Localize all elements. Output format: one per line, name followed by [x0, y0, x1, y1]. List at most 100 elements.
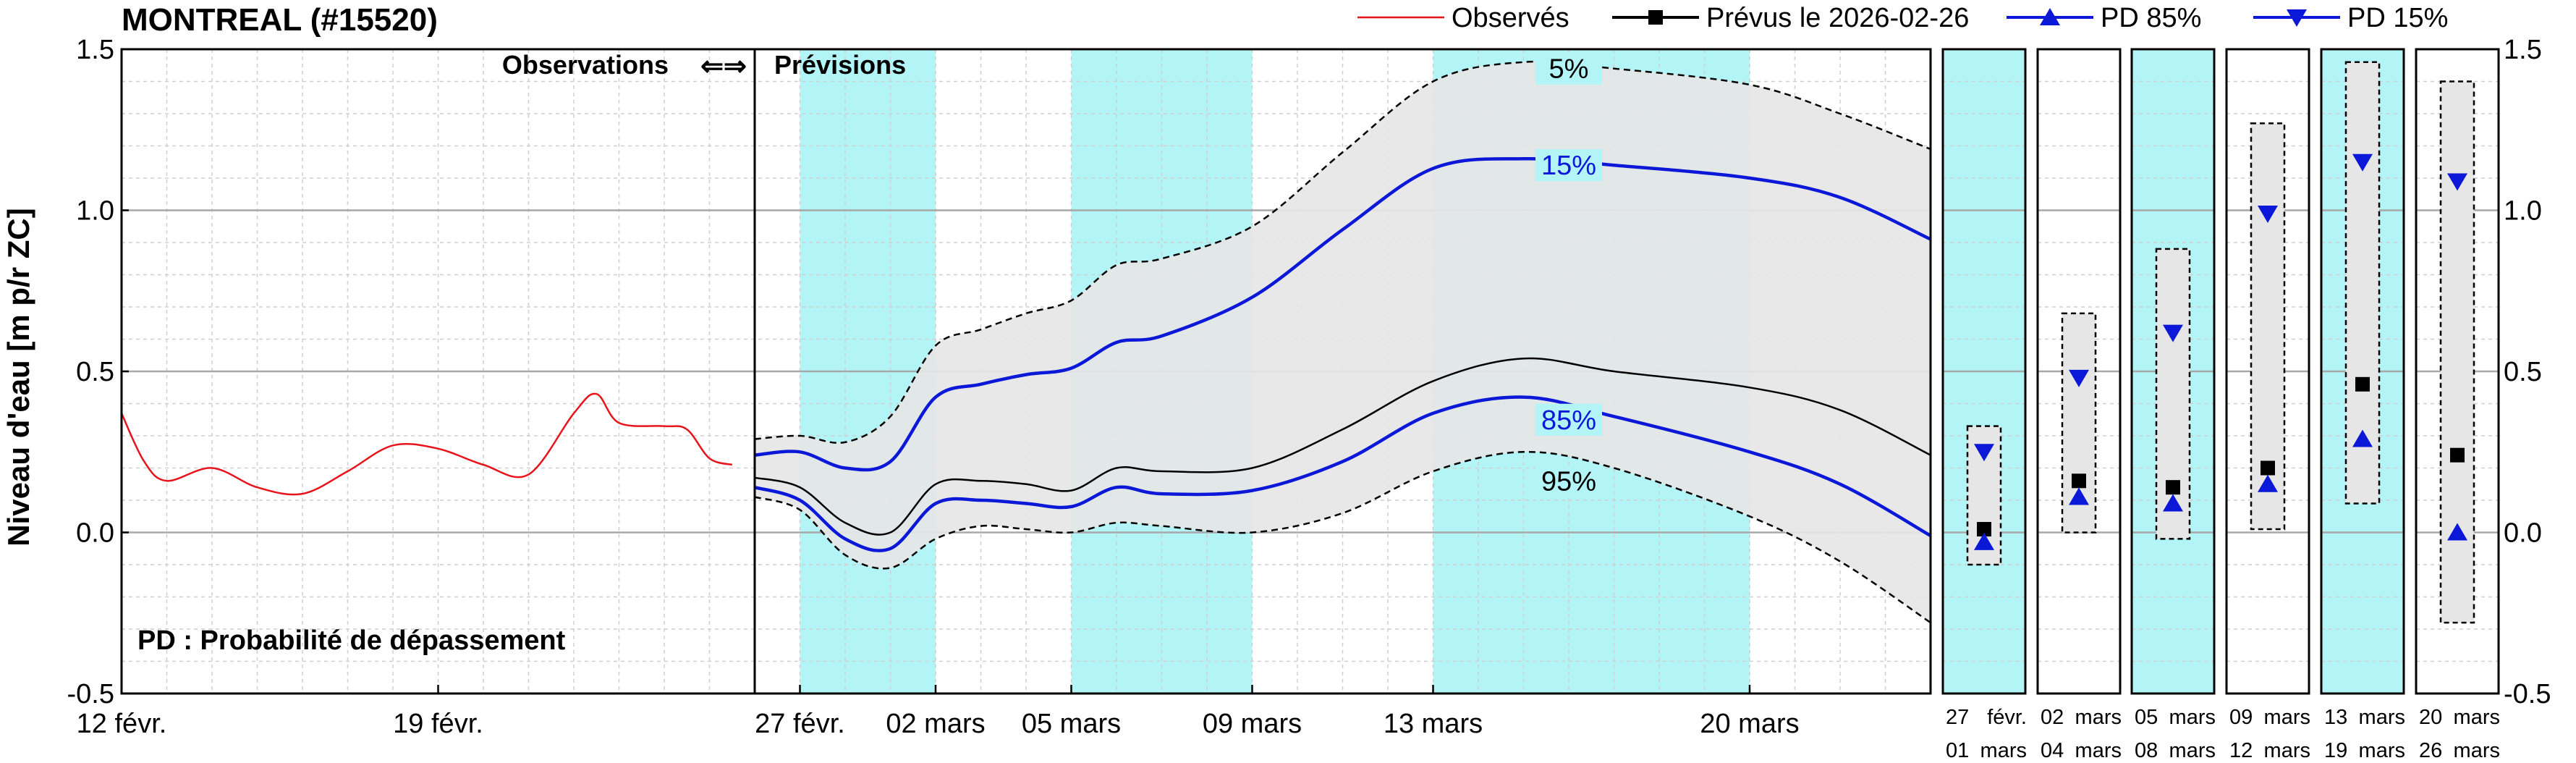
- curve-label: 15%: [1541, 151, 1596, 181]
- panel-pd15-marker: [2163, 324, 2183, 342]
- panel-forecast-marker: [2072, 473, 2086, 489]
- x-tick-label: 13 mars: [1384, 709, 1483, 739]
- curve-label: 95%: [1541, 466, 1596, 497]
- panel-start-day: 09: [2229, 706, 2253, 729]
- axes: 1.51.00.50.0-0.512 févr. 19 févr. 27 févr.…: [67, 35, 2551, 739]
- panel-forecast-marker: [1977, 522, 1991, 537]
- y-tick-label-right: 0.0: [2504, 518, 2542, 549]
- panel-pd85-marker: [2258, 474, 2278, 492]
- panel-pd15-marker: [2352, 153, 2373, 172]
- pd-note: PD : Probabilité de dépassement: [137, 625, 566, 656]
- panel-end-day: 04: [2041, 739, 2064, 762]
- chart-text: MONTREAL (#15520) Niveau d'eau [m p/r ZC…: [1, 2, 906, 656]
- panel-frame: [2415, 48, 2500, 695]
- panel-pd85-marker: [2163, 494, 2183, 512]
- panel-pd85-marker: [2447, 523, 2467, 541]
- y-tick-label-right: 0.5: [2504, 357, 2542, 387]
- y-tick-label-right: -0.5: [2504, 679, 2551, 709]
- chart-title: MONTREAL (#15520): [122, 2, 438, 38]
- curve-label-bg: [1535, 403, 1602, 436]
- panel-end-month: mars: [2075, 739, 2122, 762]
- panel-pd85-marker: [2069, 487, 2089, 505]
- curve-label-bg: [1535, 149, 1602, 182]
- panel-start-day: 02: [2041, 706, 2064, 729]
- panel-pd15-marker: [2258, 205, 2278, 223]
- curve-label-bg: [1535, 52, 1602, 85]
- panel-frame: [2225, 48, 2310, 695]
- panel-end-day: 12: [2229, 739, 2253, 762]
- curve-label: 5%: [1549, 54, 1589, 85]
- panel-start-day: 05: [2135, 706, 2158, 729]
- curve-label: 85%: [1541, 405, 1596, 436]
- panel-frame: [2320, 48, 2405, 695]
- legend-marker-up: [2040, 8, 2060, 25]
- weekly-panels: 27 févr. 01 mars 02 mars 04 mars 05 mars 08 mars 09 m…: [1941, 48, 2500, 762]
- legend-label: PD 15%: [2347, 3, 2448, 33]
- panel-frame: [2036, 48, 2122, 695]
- panel-start-month: mars: [2359, 706, 2405, 729]
- panel-forecast-marker: [2166, 480, 2180, 495]
- panel-forecast-marker: [2450, 447, 2465, 463]
- legend-marker-square: [1648, 10, 1663, 25]
- panel-forecast-marker: [2261, 460, 2275, 476]
- panel-frame: [1941, 48, 2027, 695]
- envelope-5-95: [755, 62, 1931, 623]
- legend-label: Prévus le 2026-02-26: [1706, 3, 1969, 33]
- series-85: [754, 395, 1932, 552]
- series-15: [754, 156, 1931, 472]
- legend-label: PD 85%: [2101, 3, 2201, 33]
- panel-end-month: mars: [1980, 739, 2027, 762]
- panel-frame: [2130, 48, 2216, 695]
- series-95: [754, 451, 1931, 624]
- panel-end-month: mars: [2264, 739, 2310, 762]
- panel-pd15-marker: [2447, 173, 2467, 191]
- panel-end-day: 01: [1946, 739, 1969, 762]
- y-tick-label-right: 1.0: [2504, 196, 2542, 227]
- observations-label: Observations: [502, 50, 669, 80]
- observed-series: [120, 392, 733, 496]
- x-tick-label: 09 mars: [1203, 709, 1302, 739]
- panel-start-day: 13: [2324, 706, 2347, 729]
- panel-start-day: 27: [1946, 706, 1969, 729]
- panel-pd15-marker: [2069, 369, 2089, 387]
- panel-start-month: mars: [2264, 706, 2310, 729]
- y-tick-label: 0.5: [76, 357, 114, 387]
- legend-marker-down: [2287, 9, 2307, 27]
- forecast-series: [754, 357, 1931, 536]
- legend: Observés Prévus le 2026-02-26 PD 85% PD 15%: [1357, 3, 2448, 33]
- panel-pd85-marker: [1974, 532, 1994, 550]
- y-tick-label: -0.5: [67, 679, 114, 709]
- panel-start-month: févr.: [1987, 706, 2027, 729]
- x-tick-label: 20 mars: [1700, 709, 1799, 739]
- panel-end-day: 08: [2135, 739, 2158, 762]
- panel-forecast-marker: [2355, 376, 2370, 392]
- x-tick-label: 19 févr.: [393, 709, 483, 739]
- panel-range-box: [2439, 80, 2475, 624]
- panel-end-day: 26: [2419, 739, 2442, 762]
- panel-pd15-marker: [1974, 444, 1994, 462]
- x-tick-label: 02 mars: [886, 709, 985, 739]
- data-series: 5% 15% 85% 95%: [120, 52, 1932, 624]
- divider-arrows: ⇐⇒: [700, 51, 747, 82]
- panel-start-month: mars: [2169, 706, 2216, 729]
- x-tick-label: 05 mars: [1022, 709, 1121, 739]
- curve-label-bg: [1535, 465, 1602, 497]
- panel-start-month: mars: [2075, 706, 2122, 729]
- panel-start-month: mars: [2454, 706, 2500, 729]
- panel-end-month: mars: [2359, 739, 2405, 762]
- previsions-label: Prévisions: [774, 50, 906, 80]
- y-tick-label: 1.5: [76, 35, 114, 65]
- y-tick-label-right: 1.5: [2504, 35, 2542, 65]
- panel-end-month: mars: [2454, 739, 2500, 762]
- series-5: [754, 60, 1931, 444]
- y-tick-label: 0.0: [76, 518, 114, 549]
- panel-end-month: mars: [2169, 739, 2216, 762]
- legend-label: Observés: [1452, 3, 1569, 33]
- y-tick-label: 1.0: [76, 196, 114, 227]
- panel-pd85-marker: [2352, 429, 2373, 447]
- panel-start-day: 20: [2419, 706, 2442, 729]
- y-axis-label: Niveau d'eau [m p/r ZC]: [1, 208, 35, 546]
- x-tick-label: 27 févr.: [755, 709, 845, 739]
- panel-end-day: 19: [2324, 739, 2347, 762]
